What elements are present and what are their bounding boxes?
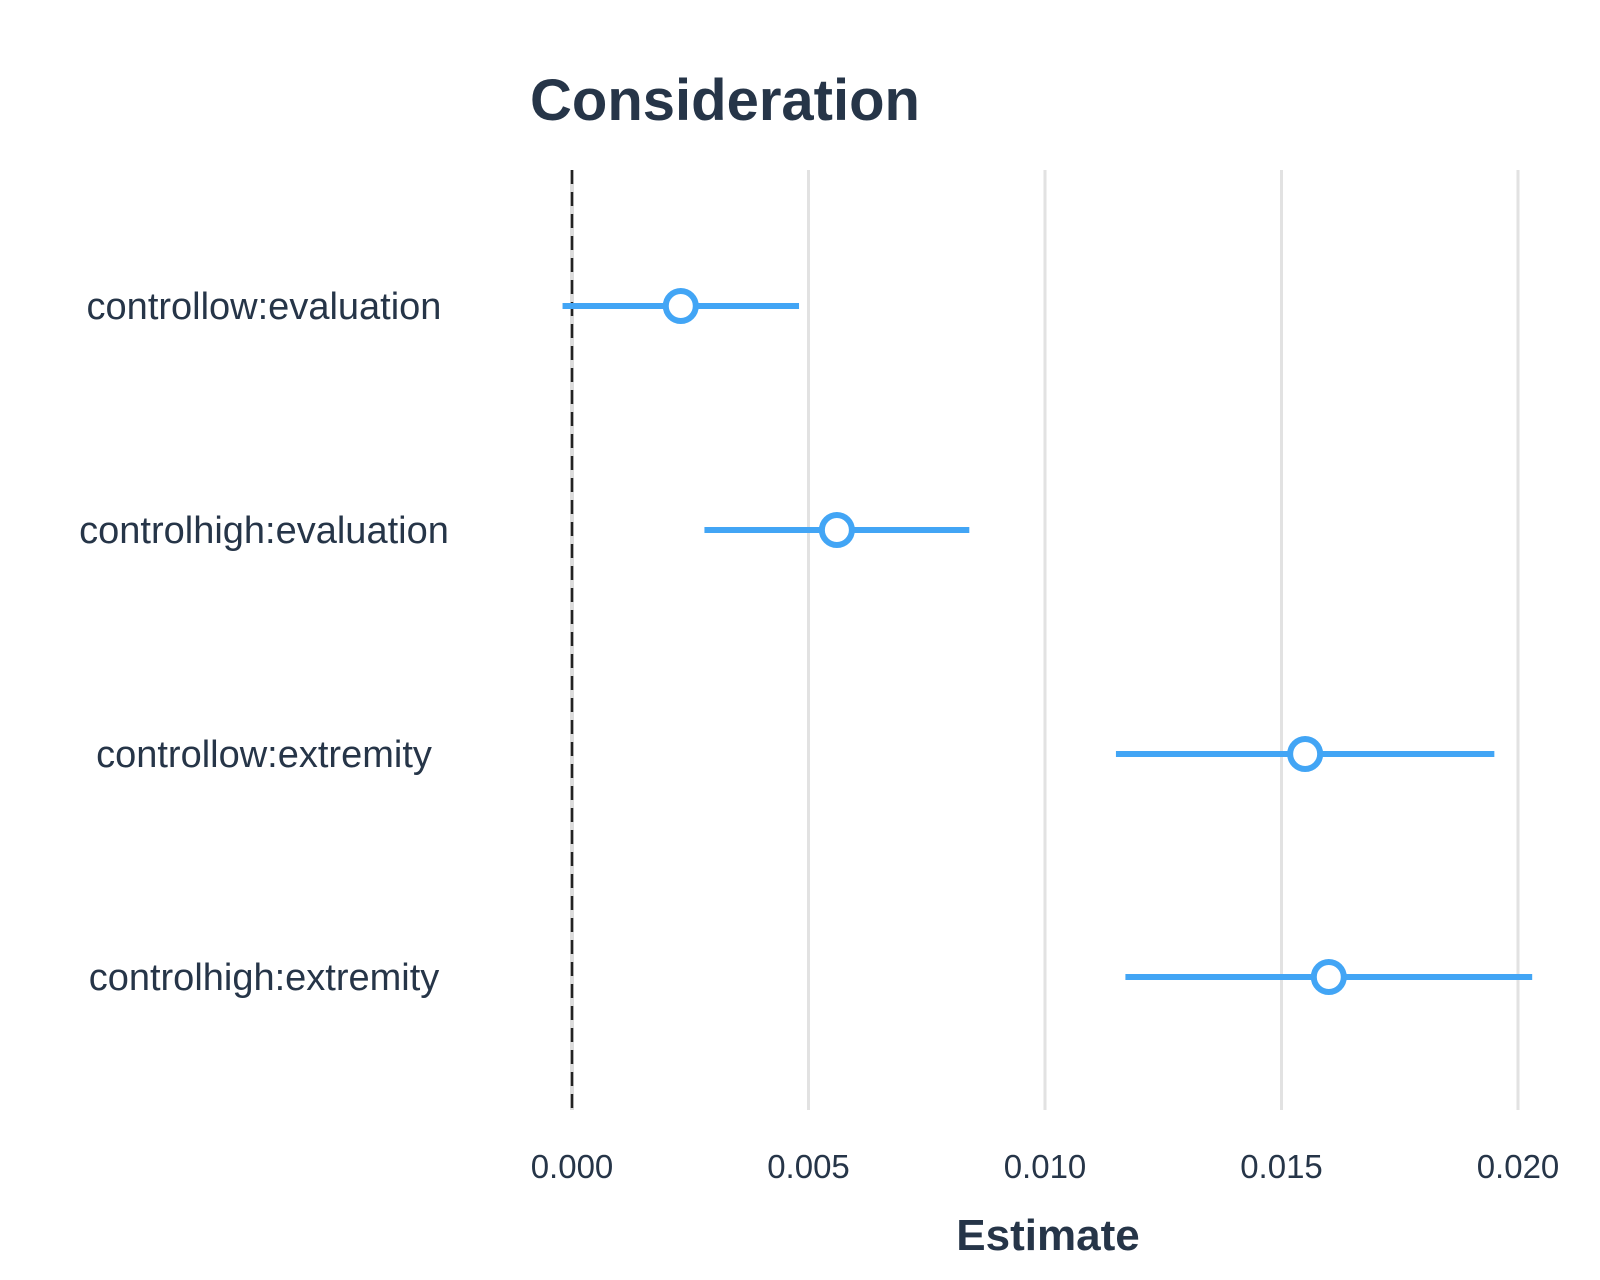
x-tick-labels: 0.000 0.005 0.010 0.015 0.020 (531, 1148, 1560, 1185)
x-tick-label: 0.000 (531, 1148, 614, 1185)
category-labels: controllow:evaluation controlhigh:evaluat… (79, 286, 449, 999)
estimate-point (818, 512, 855, 548)
category-label: controllow:evaluation (87, 286, 442, 328)
x-axis-title: Estimate (956, 1211, 1139, 1260)
x-tick-label: 0.005 (767, 1148, 850, 1185)
estimate-point (662, 288, 699, 324)
category-label: controlhigh:evaluation (79, 510, 449, 552)
data-marks (562, 288, 1533, 995)
x-tick-label: 0.015 (1240, 1148, 1323, 1185)
estimate-point (1310, 959, 1347, 995)
category-label: controlhigh:extremity (89, 957, 440, 999)
estimate-point (1287, 736, 1324, 772)
category-label: controllow:extremity (96, 734, 432, 776)
x-tick-label: 0.020 (1477, 1148, 1560, 1185)
grid-lines (807, 170, 1520, 1110)
chart-title: Consideration (530, 68, 920, 133)
x-tick-label: 0.010 (1004, 1148, 1087, 1185)
